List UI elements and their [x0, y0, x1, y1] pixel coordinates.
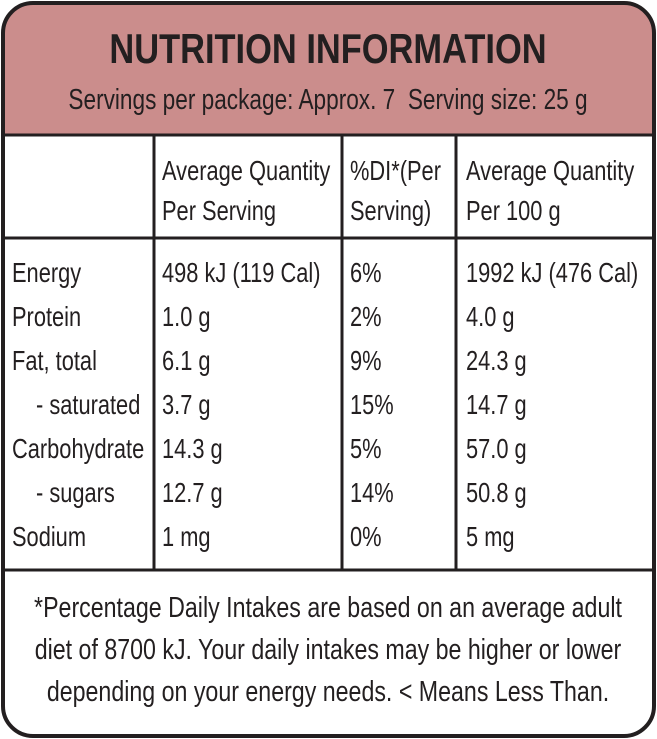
column-header: Average Quantity — [162, 155, 331, 186]
column-header-group: Average Quantity — [162, 155, 331, 186]
cell-value-group: 6% — [350, 257, 382, 288]
cell-value: 498 kJ (119 Cal) — [162, 257, 321, 288]
cell-value: 50.8 g — [466, 477, 527, 508]
nutrient-name-group: - sugars — [36, 477, 115, 508]
cell-value: 4.0 g — [466, 301, 515, 332]
cell-value: 1.0 g — [162, 301, 211, 332]
column-header-group: Serving) — [350, 195, 431, 226]
cell-value: 5 mg — [466, 521, 515, 552]
cell-value: 9% — [350, 345, 382, 376]
cell-value: 5% — [350, 433, 382, 464]
column-header: Average Quantity — [466, 155, 635, 186]
cell-value-group: 1992 kJ (476 Cal) — [466, 257, 638, 288]
cell-value-group: 4.0 g — [466, 301, 515, 332]
cell-value: 57.0 g — [466, 433, 527, 464]
nutrient-name-group: Sodium — [12, 521, 86, 552]
cell-value: 6.1 g — [162, 345, 211, 376]
cell-value-group: 14.3 g — [162, 433, 223, 464]
cell-value: 12.7 g — [162, 477, 223, 508]
subtitle: Servings per package: Approx. 7 Serving … — [68, 82, 587, 115]
cell-value-group: 498 kJ (119 Cal) — [162, 257, 321, 288]
cell-value: 0% — [350, 521, 382, 552]
footnote-group: depending on your energy needs. < Means … — [47, 674, 609, 707]
nutrient-name: - saturated — [36, 389, 140, 420]
cell-value: 14% — [350, 477, 394, 508]
title: NUTRITION INFORMATION — [109, 26, 546, 73]
cell-value-group: 15% — [350, 389, 394, 420]
column-header-group: Per 100 g — [466, 195, 561, 226]
nutrient-name-group: - saturated — [36, 389, 140, 420]
cell-value-group: 14% — [350, 477, 394, 508]
cell-value-group: 2% — [350, 301, 382, 332]
cell-value-group: 3.7 g — [162, 389, 211, 420]
cell-value-group: 50.8 g — [466, 477, 527, 508]
table-lines — [3, 133, 654, 572]
footnote-group: *Percentage Daily Intakes are based on a… — [34, 590, 623, 623]
cell-value-group: 0% — [350, 521, 382, 552]
column-header: %DI*(Per — [350, 155, 441, 186]
footnote: depending on your energy needs. < Means … — [47, 674, 609, 707]
cell-value: 15% — [350, 389, 394, 420]
cell-value: 1 mg — [162, 521, 211, 552]
cell-value-group: 9% — [350, 345, 382, 376]
nutrient-name: Carbohydrate — [12, 433, 144, 464]
column-header: Per Serving — [162, 195, 276, 226]
cell-value: 1992 kJ (476 Cal) — [466, 257, 638, 288]
cell-value-group: 14.7 g — [466, 389, 527, 420]
cell-value-group: 24.3 g — [466, 345, 527, 376]
label-background — [3, 3, 654, 736]
header-band — [3, 3, 654, 135]
column-header-group: Per Serving — [162, 195, 276, 226]
cell-value-group: 6.1 g — [162, 345, 211, 376]
nutrient-name-group: Energy — [12, 257, 82, 288]
nutrient-name-group: Fat, total — [12, 345, 97, 376]
nutrient-name: Sodium — [12, 521, 86, 552]
nutrient-name: Protein — [12, 301, 81, 332]
nutrient-name: Energy — [12, 257, 82, 288]
nutrient-name: Fat, total — [12, 345, 97, 376]
cell-value: 3.7 g — [162, 389, 211, 420]
column-header: Per 100 g — [466, 195, 561, 226]
column-header: Serving) — [350, 195, 431, 226]
cell-value: 24.3 g — [466, 345, 527, 376]
cell-value: 6% — [350, 257, 382, 288]
subtitle-group: Servings per package: Approx. 7 Serving … — [68, 82, 587, 115]
cell-value-group: 1.0 g — [162, 301, 211, 332]
nutrient-name: - sugars — [36, 477, 115, 508]
cell-value-group: 5 mg — [466, 521, 515, 552]
cell-value: 14.7 g — [466, 389, 527, 420]
cell-value-group: 5% — [350, 433, 382, 464]
nutrient-name-group: Protein — [12, 301, 81, 332]
footnote: diet of 8700 kJ. Your daily intakes may … — [35, 632, 622, 665]
cell-value-group: 12.7 g — [162, 477, 223, 508]
cell-value-group: 1 mg — [162, 521, 211, 552]
cell-value-group: 57.0 g — [466, 433, 527, 464]
footnote-group: diet of 8700 kJ. Your daily intakes may … — [35, 632, 622, 665]
cell-value: 14.3 g — [162, 433, 223, 464]
column-header-group: %DI*(Per — [350, 155, 441, 186]
column-header-group: Average Quantity — [466, 155, 635, 186]
nutrient-name-group: Carbohydrate — [12, 433, 144, 464]
cell-value: 2% — [350, 301, 382, 332]
footnote: *Percentage Daily Intakes are based on a… — [34, 590, 623, 623]
title-group: NUTRITION INFORMATION — [109, 26, 546, 73]
